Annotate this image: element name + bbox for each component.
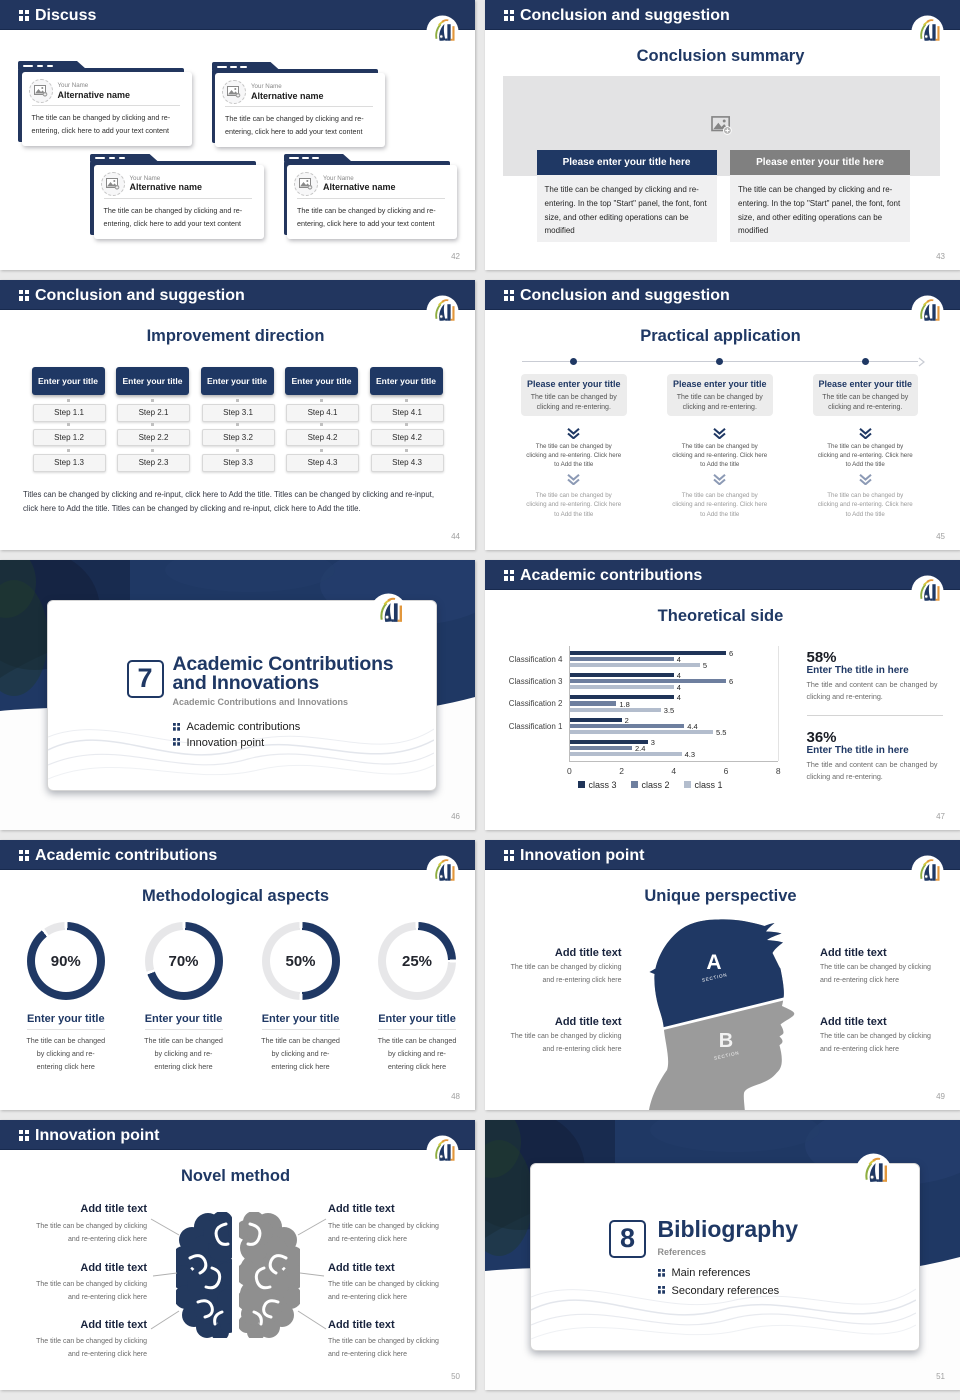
- svg-text:SECTION: SECTION: [701, 972, 727, 983]
- svg-text:B: B: [719, 1030, 733, 1052]
- svg-text:SECTION: SECTION: [713, 1050, 739, 1061]
- svg-text:A: A: [706, 951, 721, 974]
